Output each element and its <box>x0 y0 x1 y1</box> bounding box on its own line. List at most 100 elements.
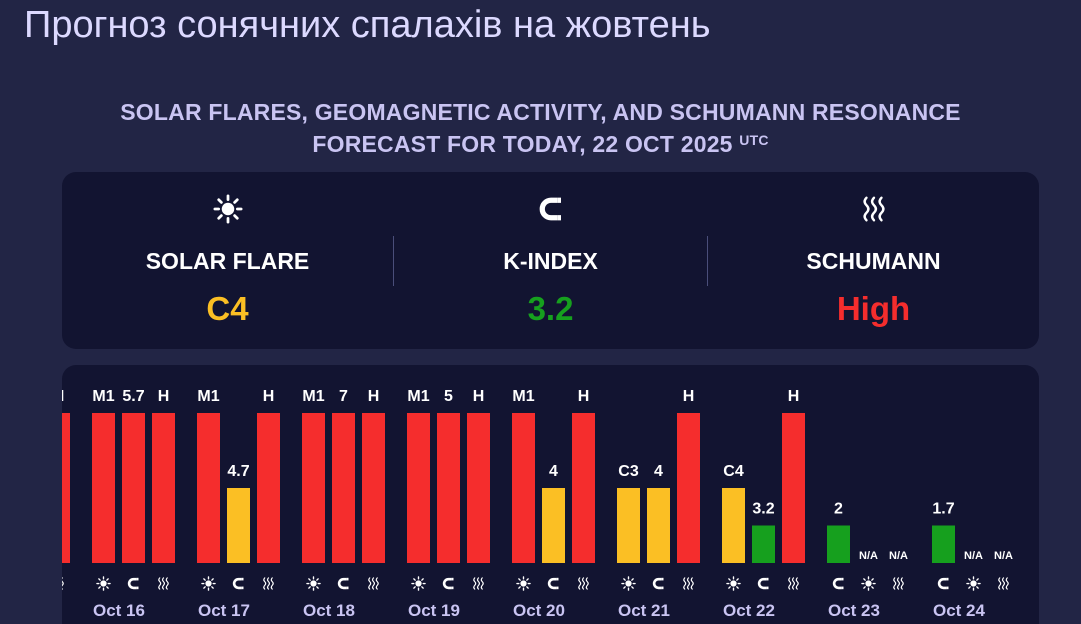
data-label: 4 <box>549 463 558 480</box>
bar-group-item[interactable]: H <box>467 388 490 563</box>
bar-group-item[interactable]: M1 <box>302 388 325 563</box>
magnet-icon <box>337 577 349 590</box>
today-summary-card: SOLAR FLARE C4 K-INDEX 3.2 SCHUMANN High <box>62 172 1039 349</box>
magnet-icon <box>652 577 664 590</box>
bar[interactable] <box>332 413 355 563</box>
bar-group-item[interactable]: 4.7 <box>227 463 250 563</box>
bar-group-item[interactable]: 7 <box>332 388 355 563</box>
data-label: C4 <box>723 463 744 480</box>
magnet-icon <box>937 577 949 590</box>
bar[interactable] <box>512 413 535 563</box>
bar-group-item[interactable]: 3.2 <box>752 501 775 564</box>
solar-flare-value: C4 <box>206 290 249 327</box>
waves-icon <box>893 577 904 590</box>
bar-group-item[interactable]: C4 <box>722 463 745 563</box>
na-label: N/A <box>889 550 908 562</box>
bar-group-item[interactable]: 1.7 <box>932 501 955 564</box>
bar[interactable] <box>782 413 805 563</box>
bar[interactable] <box>362 413 385 563</box>
date-label: Oct 23 <box>828 601 880 620</box>
schumann-metric: SCHUMANN High <box>708 172 1039 349</box>
bar[interactable] <box>827 525 850 564</box>
bar-group-item[interactable]: 4 <box>542 463 565 563</box>
bar[interactable] <box>227 488 250 563</box>
waves-icon <box>708 194 1039 224</box>
data-label: 4 <box>654 463 663 480</box>
date-label: Oct 22 <box>723 601 775 620</box>
bar-group-item[interactable]: H <box>362 388 385 563</box>
daily-forecast-chart[interactable]: H M1 5.7 H Oct 16 M1 4.7 H Oct 17 M1 7 H Oct 18 M1 5 H O… <box>62 365 1039 624</box>
sun-icon <box>96 576 111 591</box>
bar[interactable] <box>62 413 70 563</box>
bar[interactable] <box>722 488 745 563</box>
bar[interactable] <box>197 413 220 563</box>
date-label: Oct 20 <box>513 601 565 620</box>
bar-group-item[interactable]: M1 <box>512 388 535 563</box>
bar-group-item[interactable]: M1 <box>92 388 115 563</box>
bar[interactable] <box>122 413 145 563</box>
magnet-icon <box>757 577 769 590</box>
forecast-subtitle: SOLAR FLARES, GEOMAGNETIC ACTIVITY, AND … <box>0 96 1081 160</box>
k-index-label: K-INDEX <box>503 248 598 274</box>
data-label: 7 <box>339 388 348 405</box>
bar-group-item[interactable]: H <box>257 388 280 563</box>
bar[interactable] <box>647 488 670 563</box>
bar[interactable] <box>467 413 490 563</box>
bar-group-item[interactable]: H <box>782 388 805 563</box>
data-label: 5.7 <box>122 388 144 405</box>
bar-group-item[interactable]: H <box>152 388 175 563</box>
sun-icon <box>861 576 876 591</box>
bar[interactable] <box>752 525 775 564</box>
bar[interactable] <box>677 413 700 563</box>
date-label: Oct 16 <box>93 601 145 620</box>
bar-group-item[interactable]: H <box>572 388 595 563</box>
bar-group-item[interactable]: 4 <box>647 463 670 563</box>
data-label: H <box>62 388 64 405</box>
bar[interactable] <box>617 488 640 563</box>
magnet-icon <box>832 577 844 590</box>
na-label: N/A <box>859 550 878 562</box>
bar[interactable] <box>257 413 280 563</box>
bar-group-item[interactable]: N/A <box>994 550 1013 562</box>
magnet-icon <box>547 577 559 590</box>
bar[interactable] <box>932 525 955 564</box>
bar-group-item[interactable]: N/A <box>964 550 983 562</box>
bar-group-item[interactable]: 2 <box>827 501 850 564</box>
page-title: Прогноз сонячних спалахів на жовтень <box>24 4 711 46</box>
subtitle-line-2: FORECAST FOR TODAY, 22 OCT 2025 UTC <box>0 128 1081 160</box>
waves-icon <box>788 577 799 590</box>
data-label: 2 <box>834 501 843 518</box>
bar[interactable] <box>572 413 595 563</box>
sun-icon <box>726 576 741 591</box>
date-label: Oct 21 <box>618 601 670 620</box>
waves-icon <box>683 577 694 590</box>
forecast-bar-chart[interactable]: H M1 5.7 H Oct 16 M1 4.7 H Oct 17 M1 7 H Oct 18 M1 5 H O… <box>62 365 1039 624</box>
bar[interactable] <box>92 413 115 563</box>
waves-icon <box>473 577 484 590</box>
data-label: M1 <box>512 388 534 405</box>
bar[interactable] <box>152 413 175 563</box>
bar[interactable] <box>542 488 565 563</box>
bar[interactable] <box>437 413 460 563</box>
metric-divider <box>393 236 394 286</box>
bar-group-item[interactable]: M1 <box>407 388 430 563</box>
bar-partial-day[interactable]: H <box>62 388 70 563</box>
bar[interactable] <box>407 413 430 563</box>
bar-group-item[interactable]: N/A <box>859 550 878 562</box>
subtitle-date: FORECAST FOR TODAY, 22 OCT 2025 <box>312 131 733 157</box>
bar-group-item[interactable]: M1 <box>197 388 220 563</box>
bar-group-item[interactable]: 5 <box>437 388 460 563</box>
data-label: H <box>473 388 485 405</box>
bar-group-item[interactable]: C3 <box>617 463 640 563</box>
sun-icon <box>411 576 426 591</box>
bar-group-item[interactable]: 5.7 <box>122 388 145 563</box>
subtitle-utc: UTC <box>739 132 769 148</box>
k-index-value: 3.2 <box>527 290 574 327</box>
bar-group-item[interactable]: H <box>677 388 700 563</box>
data-label: 3.2 <box>752 501 774 518</box>
data-label: M1 <box>197 388 219 405</box>
data-label: C3 <box>618 463 639 480</box>
bar-group-item[interactable]: N/A <box>889 550 908 562</box>
na-label: N/A <box>964 550 983 562</box>
bar[interactable] <box>302 413 325 563</box>
